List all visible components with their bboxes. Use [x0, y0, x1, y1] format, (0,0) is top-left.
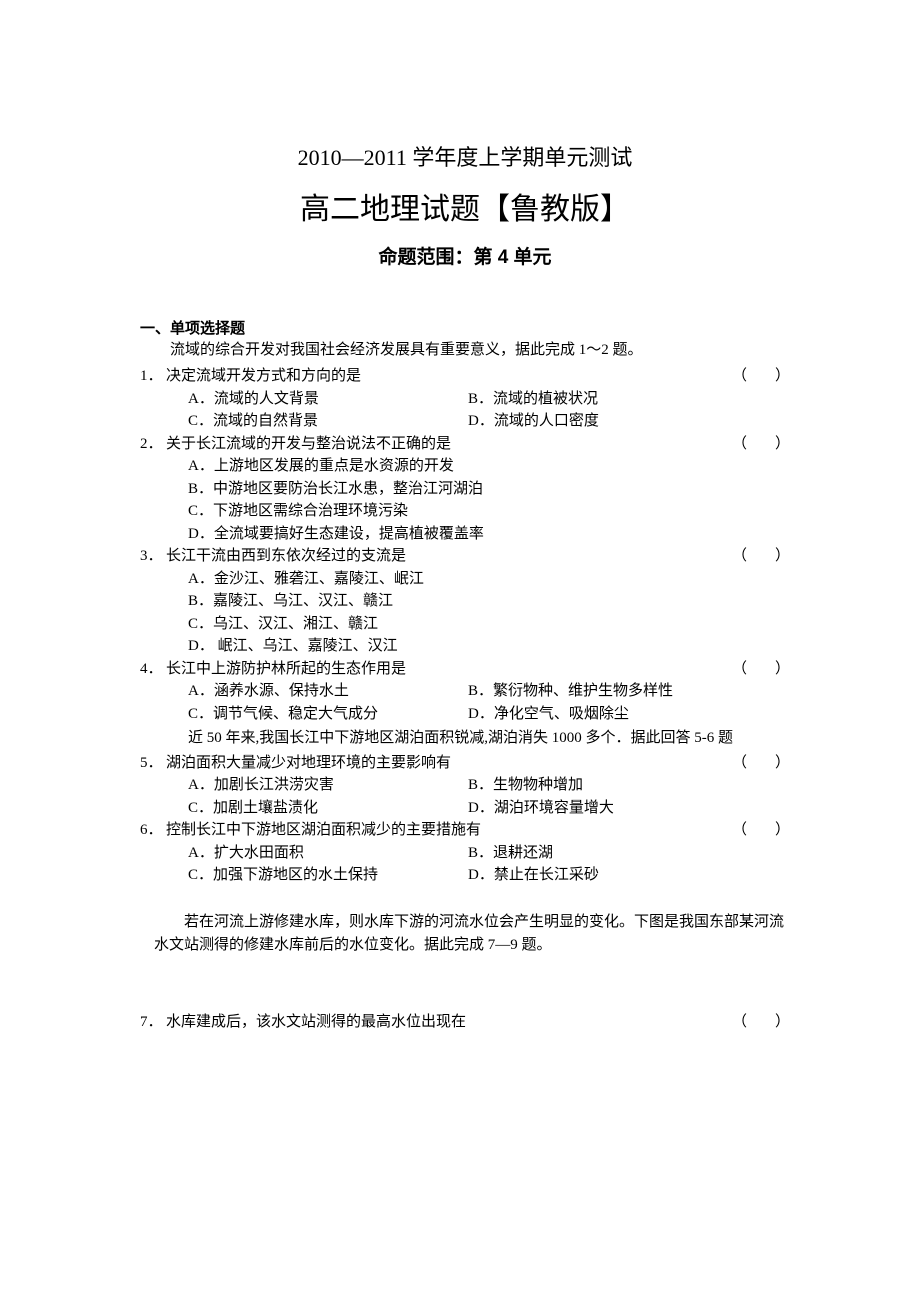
question-1-stem: 决定流域开发方式和方向的是: [166, 365, 724, 388]
answer-blank: （）: [732, 819, 790, 842]
answer-blank: （）: [732, 545, 790, 568]
answer-blank: （）: [732, 365, 790, 388]
question-3: 3． 长江干流由西到东依次经过的支流是 （） A．金沙江、雅砻江、嘉陵江、岷江 …: [140, 545, 790, 658]
question-4-option-d: D．净化空气、吸烟除尘: [468, 703, 790, 726]
question-5-option-c: C．加剧土壤盐渍化: [188, 797, 468, 820]
context-7-9: 若在河流上游修建水库，则水库下游的河流水位会产生明显的变化。下图是我国东部某河流…: [140, 911, 790, 958]
question-4-option-c: C．调节气候、稳定大气成分: [188, 703, 468, 726]
question-5-stem: 湖泊面积大量减少对地理环境的主要影响有: [166, 752, 724, 775]
question-1: 1． 决定流域开发方式和方向的是 （） A．流域的人文背景 B．流域的植被状况 …: [140, 365, 790, 433]
question-6-option-c: C．加强下游地区的水土保持: [188, 864, 468, 887]
answer-blank: （）: [732, 752, 790, 775]
question-6-option-b: B．退耕还湖: [468, 842, 790, 865]
question-6: 6． 控制长江中下游地区湖泊面积减少的主要措施有 （） A．扩大水田面积 B．退…: [140, 819, 790, 887]
question-3-option-a: A．金沙江、雅砻江、嘉陵江、岷江: [188, 568, 790, 591]
section-1-header: 一、单项选择题: [140, 317, 790, 338]
question-1-option-d: D．流域的人口密度: [468, 410, 790, 433]
question-5-number: 5．: [140, 752, 166, 775]
question-3-option-d: D． 岷江、乌江、嘉陵江、汉江: [188, 635, 790, 658]
question-5: 5． 湖泊面积大量减少对地理环境的主要影响有 （） A．加剧长江洪涝灾害 B．生…: [140, 752, 790, 820]
answer-blank: （）: [732, 658, 790, 681]
answer-blank: （）: [732, 433, 790, 456]
doc-subtitle-year: 2010—2011 学年度上学期单元测试: [140, 140, 790, 172]
question-2-number: 2．: [140, 433, 166, 456]
question-1-option-a: A．流域的人文背景: [188, 388, 468, 411]
answer-blank: （）: [732, 1011, 790, 1034]
question-6-number: 6．: [140, 819, 166, 842]
question-1-number: 1．: [140, 365, 166, 388]
question-2-stem: 关于长江流域的开发与整治说法不正确的是: [166, 433, 724, 456]
context-5-6: 近 50 年来,我国长江中下游地区湖泊面积锐减,湖泊消失 1000 多个．据此回…: [188, 727, 790, 750]
question-6-option-a: A．扩大水田面积: [188, 842, 468, 865]
question-4: 4． 长江中上游防护林所起的生态作用是 （） A．涵养水源、保持水土 B．繁衍物…: [140, 658, 790, 726]
question-4-number: 4．: [140, 658, 166, 681]
question-2-option-d: D．全流域要搞好生态建设，提高植被覆盖率: [188, 523, 790, 546]
section-1-intro: 流域的综合开发对我国社会经济发展具有重要意义，据此完成 1～2 题。: [170, 340, 790, 361]
question-3-option-b: B．嘉陵江、乌江、汉江、赣江: [188, 590, 790, 613]
question-2-option-c: C．下游地区需综合治理环境污染: [188, 500, 790, 523]
doc-title: 高二地理试题【鲁教版】: [140, 184, 790, 228]
question-5-option-a: A．加剧长江洪涝灾害: [188, 774, 468, 797]
question-4-option-a: A．涵养水源、保持水土: [188, 680, 468, 703]
doc-scope: 命题范围：第 4 单元: [140, 242, 790, 269]
question-3-option-c: C．乌江、汉江、湘江、赣江: [188, 613, 790, 636]
question-7-number: 7．: [140, 1011, 166, 1034]
question-2-option-a: A．上游地区发展的重点是水资源的开发: [188, 455, 790, 478]
question-1-option-c: C．流域的自然背景: [188, 410, 468, 433]
question-6-option-d: D．禁止在长江采砂: [468, 864, 790, 887]
question-2-option-b: B．中游地区要防治长江水患，整治江河湖泊: [188, 478, 790, 501]
question-3-stem: 长江干流由西到东依次经过的支流是: [166, 545, 724, 568]
question-6-stem: 控制长江中下游地区湖泊面积减少的主要措施有: [166, 819, 724, 842]
question-5-option-b: B．生物物种增加: [468, 774, 790, 797]
question-2: 2． 关于长江流域的开发与整治说法不正确的是 （） A．上游地区发展的重点是水资…: [140, 433, 790, 546]
question-3-number: 3．: [140, 545, 166, 568]
question-5-option-d: D．湖泊环境容量增大: [468, 797, 790, 820]
question-4-stem: 长江中上游防护林所起的生态作用是: [166, 658, 724, 681]
question-4-option-b: B．繁衍物种、维护生物多样性: [468, 680, 790, 703]
question-7-stem: 水库建成后，该水文站测得的最高水位出现在: [166, 1011, 724, 1034]
question-1-option-b: B．流域的植被状况: [468, 388, 790, 411]
question-7: 7． 水库建成后，该水文站测得的最高水位出现在 （）: [140, 1011, 790, 1034]
